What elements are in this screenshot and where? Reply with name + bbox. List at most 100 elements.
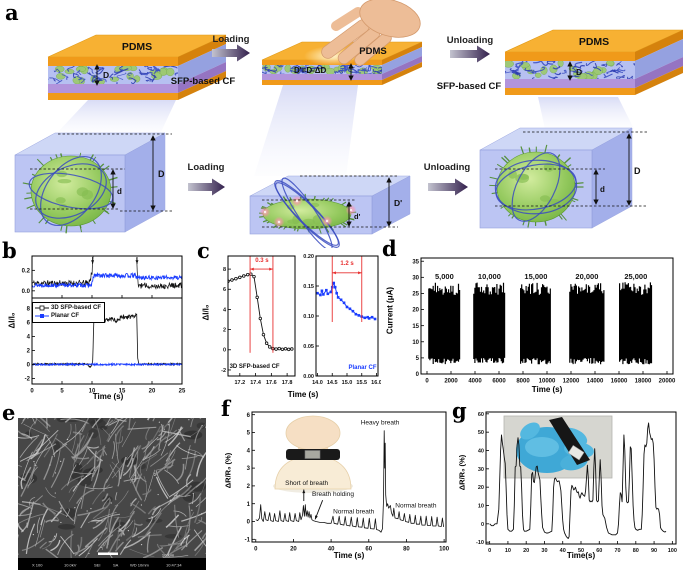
- svg-text:0.3 s: 0.3 s: [255, 258, 269, 264]
- beam-left: [56, 100, 176, 134]
- hand-icon: [321, 0, 421, 66]
- svg-text:80: 80: [403, 547, 410, 553]
- svg-text:Short of breath: Short of breath: [285, 480, 328, 487]
- svg-text:0: 0: [425, 379, 429, 385]
- legend-label: 3D SFP-based CF: [51, 305, 102, 311]
- svg-text:10: 10: [412, 340, 419, 346]
- loading-label-bottom: Loading: [188, 162, 225, 173]
- svg-text:10: 10: [89, 389, 96, 395]
- svg-text:0: 0: [30, 389, 34, 395]
- panel-label-d: d: [382, 236, 397, 261]
- svg-text:14.5: 14.5: [327, 380, 338, 386]
- svg-text:10.0kV: 10.0kV: [64, 563, 77, 568]
- legend-item-3d-sfp: 3D SFP-based CF: [35, 304, 101, 312]
- svg-text:2: 2: [223, 328, 226, 334]
- chart-c: 17.2 17.4 17.6 17.8 -2 0 2 4 6 8 0.3 s 3D SFP-based…: [221, 254, 381, 386]
- svg-text:4: 4: [27, 335, 31, 341]
- svg-text:8000: 8000: [516, 379, 530, 385]
- glove-sensor-inset: [503, 415, 613, 479]
- svg-text:8: 8: [223, 267, 226, 273]
- dims-cube-left: [30, 133, 172, 212]
- svg-text:16.0: 16.0: [371, 380, 381, 386]
- svg-text:35: 35: [412, 259, 419, 265]
- legend-label: Planar CF: [51, 313, 80, 319]
- panel-a-schematic: PDMS PDMS PDMS Loading Unloading SFP-bas…: [14, 0, 684, 248]
- d-x-axis-label: Time (s): [531, 385, 563, 394]
- panel-label-e: e: [2, 400, 16, 425]
- g-y-axis-label: ΔR/R₀ (%): [457, 454, 467, 491]
- svg-text:20,000: 20,000: [575, 272, 598, 281]
- cube-d-left-label: d: [117, 187, 122, 196]
- cube-D-left-label: D: [158, 169, 165, 179]
- svg-text:100: 100: [439, 547, 450, 553]
- svg-text:15.5: 15.5: [356, 380, 367, 386]
- svg-text:30: 30: [478, 467, 484, 473]
- panel-d: 5,000 10,000 15,000 20,000 25,000 0 2000 4000 60…: [381, 250, 685, 412]
- svg-text:0: 0: [488, 548, 491, 554]
- chart-g: 0 10 20 30 40 50 60 70 80 90 100 -10 0 10 20 30 40 50 60: [476, 411, 677, 554]
- svg-text:10000: 10000: [539, 379, 556, 385]
- legend: 3D SFP-based CF Planar CF: [32, 302, 106, 323]
- svg-text:6: 6: [223, 287, 226, 293]
- svg-text:Planar CF: Planar CF: [349, 365, 377, 371]
- svg-text:0.10: 0.10: [303, 314, 314, 320]
- svg-text:0: 0: [481, 522, 484, 528]
- svg-text:18000: 18000: [635, 379, 652, 385]
- svg-text:WD 10mm: WD 10mm: [130, 563, 150, 568]
- svg-text:20000: 20000: [659, 379, 676, 385]
- neck-sensor-inset: [273, 415, 353, 493]
- pdms-label-left: PDMS: [122, 41, 152, 53]
- svg-text:20: 20: [412, 308, 419, 314]
- svg-text:80: 80: [633, 548, 639, 554]
- svg-text:17.2: 17.2: [234, 380, 245, 386]
- svg-text:100: 100: [668, 548, 677, 554]
- loading-arrow-top: [212, 44, 250, 62]
- svg-text:15: 15: [119, 389, 126, 395]
- f-x-axis-label: Time (s): [333, 551, 365, 560]
- panel-label-f: f: [221, 396, 231, 421]
- svg-text:20: 20: [523, 548, 529, 554]
- svg-text:1: 1: [247, 502, 251, 508]
- svg-text:SA: SA: [113, 563, 119, 568]
- beam-right: [538, 97, 634, 129]
- svg-text:30: 30: [412, 275, 419, 281]
- svg-text:4000: 4000: [468, 379, 482, 385]
- b-y-axis-label: ΔI/I₀: [7, 312, 17, 329]
- unloading-arrow-top: [450, 45, 490, 63]
- unloading-arrow-bottom: [428, 178, 468, 196]
- svg-text:25: 25: [179, 389, 186, 395]
- sem-image: 100μm X 100 10.0kV SEI SA WD 10mm 10:47:34: [18, 418, 206, 570]
- svg-text:17.8: 17.8: [282, 380, 293, 386]
- svg-text:14000: 14000: [587, 379, 604, 385]
- svg-text:8: 8: [27, 307, 31, 313]
- svg-text:17.6: 17.6: [266, 380, 277, 386]
- panel-label-g: g: [452, 398, 467, 423]
- neck-band-sensor: [304, 450, 321, 459]
- svg-text:40: 40: [328, 547, 335, 553]
- cube-Dp-label: D': [394, 198, 402, 208]
- svg-text:6: 6: [27, 321, 31, 327]
- svg-text:14.0: 14.0: [312, 380, 323, 386]
- svg-text:70: 70: [614, 548, 620, 554]
- svg-text:-1: -1: [245, 537, 251, 543]
- svg-text:25: 25: [412, 292, 419, 298]
- svg-text:40: 40: [478, 448, 484, 454]
- chart-b: 0.0 0.2 0 5 10 15 20 25 -2 0 2 4 6 8: [22, 255, 186, 395]
- slab-right: [504, 29, 684, 95]
- unloading-label-top: Unloading: [447, 35, 494, 46]
- svg-text:Normal breath: Normal breath: [395, 502, 437, 509]
- svg-text:15: 15: [412, 324, 419, 330]
- slab-left: [47, 34, 227, 100]
- dims-cube-right: [495, 131, 648, 207]
- svg-text:50: 50: [578, 548, 584, 554]
- svg-text:12000: 12000: [563, 379, 580, 385]
- svg-text:4: 4: [247, 448, 251, 454]
- svg-text:50: 50: [478, 430, 484, 436]
- svg-text:15,000: 15,000: [524, 272, 547, 281]
- svg-text:0.05: 0.05: [303, 344, 314, 350]
- dim-D-right-label: D: [576, 67, 582, 77]
- svg-text:10:47:34: 10:47:34: [166, 563, 182, 568]
- legend-marker-blue: [35, 314, 49, 318]
- sfp-label-left: SFP-based CF: [171, 76, 236, 87]
